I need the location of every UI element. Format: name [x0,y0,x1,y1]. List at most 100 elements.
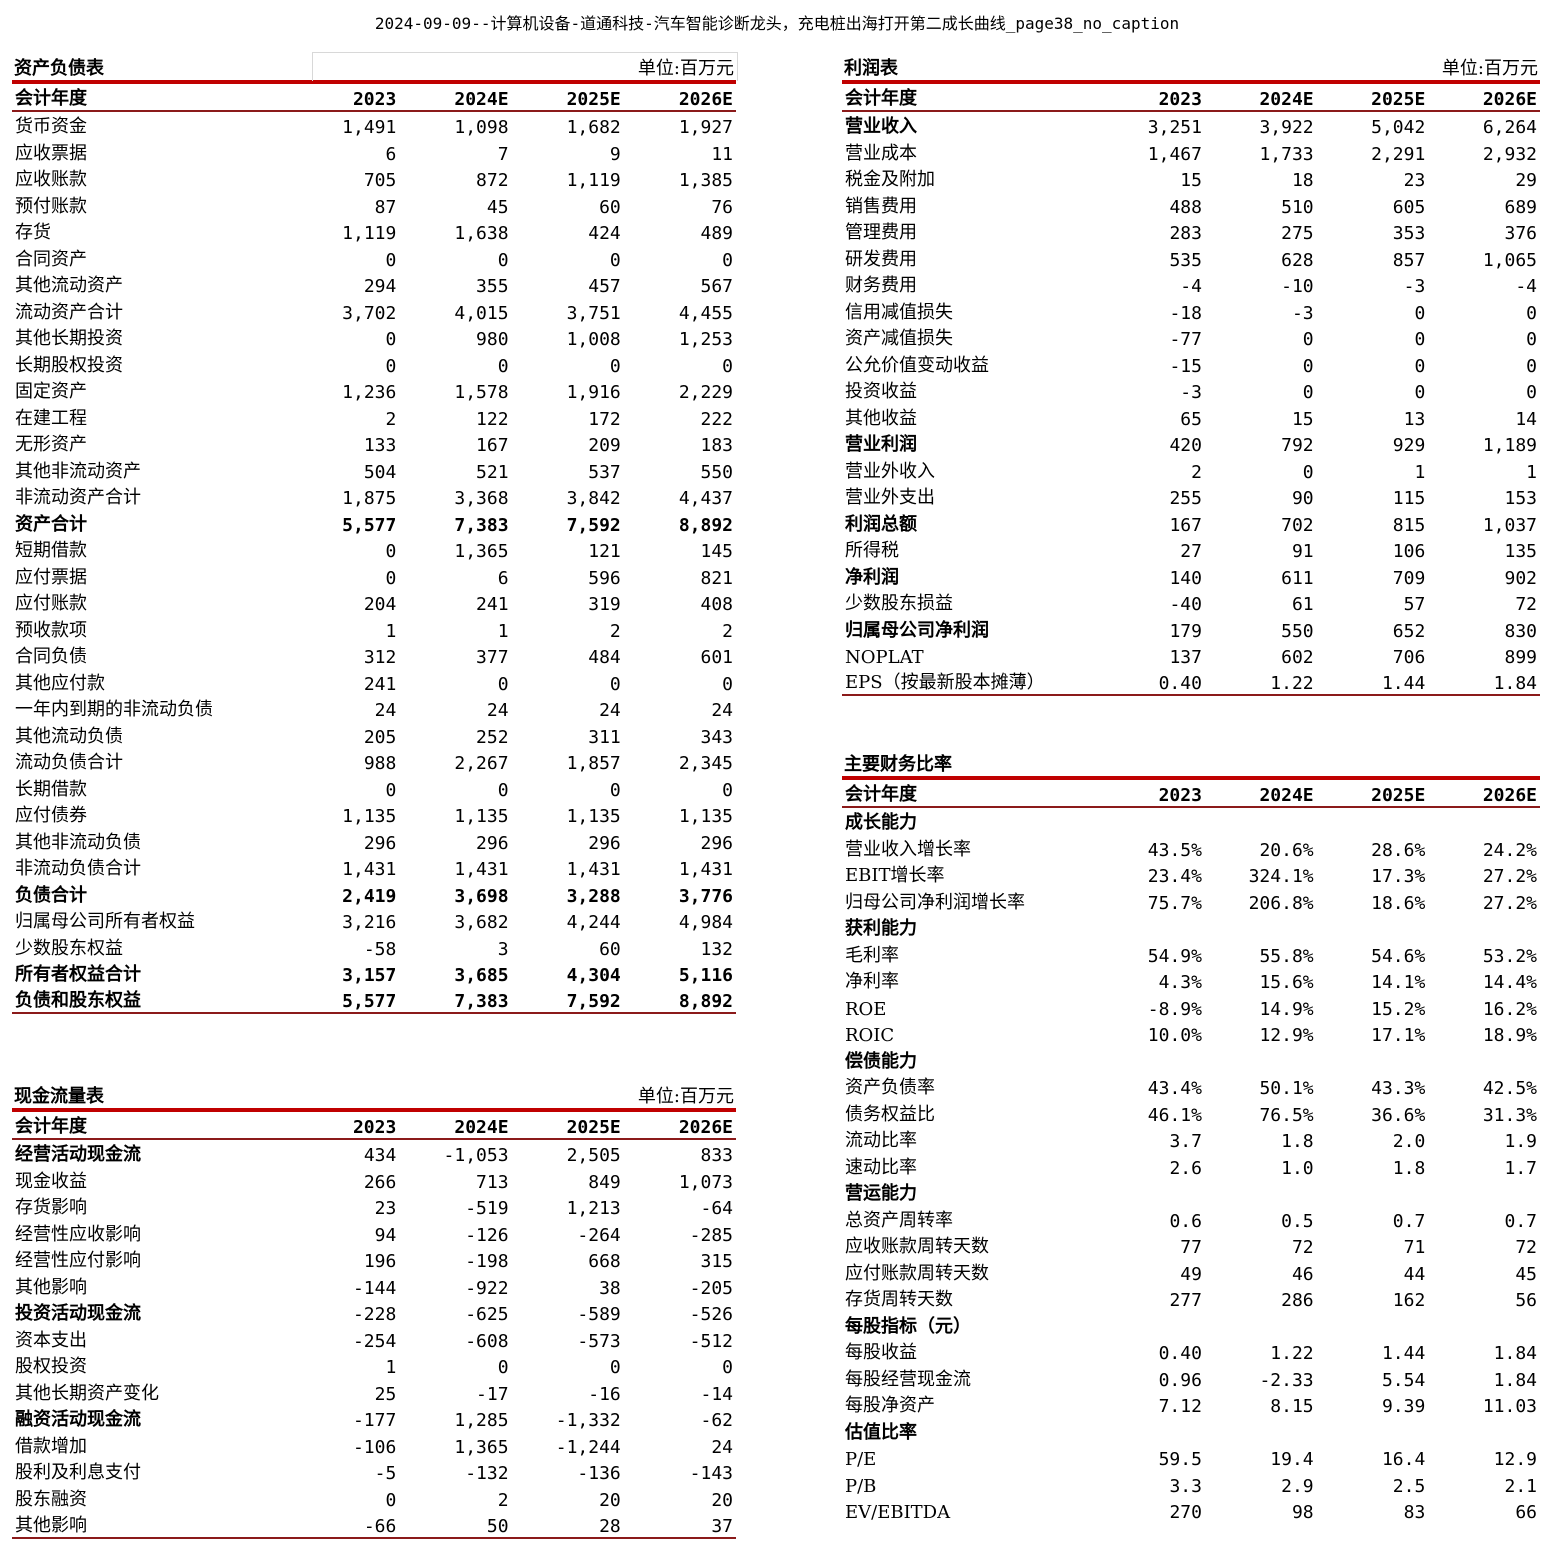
value-cell: 1,135 [678,806,733,827]
value-cell: 489 [700,223,733,244]
value-cell: 53.2% [1482,945,1537,967]
table-row: 信用减值损失 -18 -3 0 0 [842,297,1540,324]
balance-sheet-unit: 单位:百万元 [637,58,734,79]
table-row: 营业成本 1,467 1,733 2,291 2,932 [842,138,1540,165]
value-cell: 42.5% [1482,1078,1537,1099]
value-cell: 9 [609,143,621,165]
value-cell: 17.1% [1371,1025,1426,1046]
table-row: 偿债能力 [842,1046,1540,1073]
value-cell: 2,229 [678,382,733,403]
value-cell: 1,431 [566,859,621,880]
row-label: 应收票据 [15,142,87,164]
value-cell: 0 [385,541,397,562]
row-label: 经营性应收影响 [15,1223,141,1245]
table-row: 应付账款 204 241 319 408 [12,589,736,615]
value-cell [1428,807,1540,834]
value-cell: 668 [588,1251,621,1272]
value-cell: 713 [476,1171,509,1193]
value-cell: 3,216 [342,912,397,933]
value-cell: 0 [722,355,733,377]
value-cell: 140 [1169,567,1202,589]
value-cell: 0.6 [1169,1210,1202,1232]
value-cell [1428,1179,1540,1206]
row-label: 长期借款 [15,778,87,800]
value-cell: 43.5% [1147,839,1202,861]
value-cell: 0 [385,329,397,350]
cashflow-table: 会计年度 2023 2024E 2025E 2026E 经营活动现金流 434 -1,053 2… [12,1112,736,1539]
header-year-cell: 2024E [1204,84,1317,112]
income-header: 利润表 单位:百万元 [842,56,1540,84]
value-cell: -4 [1180,276,1202,297]
row-label: 其他非流动负债 [15,831,141,853]
value-cell: 1,431 [454,859,509,880]
value-cell: 17.3% [1371,866,1426,887]
table-row: 非流动资产合计 1,875 3,368 3,842 4,437 [12,483,736,509]
value-cell: 4.3% [1158,972,1202,993]
value-cell: 1 [385,1357,397,1378]
value-cell: -16 [588,1383,621,1405]
row-label: 经营活动现金流 [15,1144,141,1165]
value-cell: 1 [385,620,397,642]
value-cell: 0 [722,1357,733,1378]
value-cell: 45 [486,196,509,218]
ratios-header: 主要财务比率 [842,752,1540,780]
value-cell: -106 [352,1436,397,1458]
value-cell: 1.8 [1392,1157,1426,1179]
table-row: 每股收益 0.40 1.22 1.44 1.84 [842,1338,1540,1364]
row-label: 流动比率 [845,1130,917,1151]
value-cell: 1,467 [1147,143,1202,165]
value-cell: -228 [352,1304,397,1325]
table-row: 归母公司净利润增长率 75.7% 206.8% 18.6% 27.2% [842,887,1540,914]
value-cell: 4,304 [566,965,621,986]
value-cell: 0 [1526,302,1537,324]
value-cell: 3,922 [1259,117,1314,138]
value-cell: 66 [1515,1502,1537,1523]
table-row: 在建工程 2 122 172 222 [12,403,736,430]
value-cell: -62 [700,1410,733,1431]
value-cell: 37 [623,1510,736,1539]
value-cell [1093,914,1205,941]
value-cell: 3,702 [342,302,397,324]
value-cell: 16.2% [1482,998,1537,1020]
value-cell: 206.8% [1248,892,1314,914]
value-cell: 87 [374,196,397,218]
header-year-cell: 2023 [287,84,400,112]
value-cell: 24 [711,700,733,721]
value-cell: 929 [1392,435,1426,456]
table-row: 税金及附加 15 18 23 29 [842,165,1540,191]
value-cell: 319 [588,594,621,615]
header-row: 会计年度 2023 2024E 2025E 2026E [842,84,1540,112]
value-cell: 3,157 [342,965,397,986]
value-cell [1428,1311,1540,1338]
ratios-title: 主要财务比率 [844,754,952,775]
value-cell: 0 [385,779,397,801]
value-cell [1428,1046,1540,1073]
value-cell: 57 [1403,594,1426,615]
table-row: 获利能力 [842,914,1540,941]
row-label: 投资活动现金流 [15,1303,141,1324]
header-label-cell: 会计年度 [12,84,288,112]
header-year-cell: 2026E [1428,84,1540,112]
value-cell: 5,577 [287,986,400,1014]
value-cell: 1,135 [342,806,397,827]
value-cell: 1.9 [1504,1131,1537,1152]
table-row: 财务费用 -4 -10 -3 -4 [842,271,1540,297]
row-label: P/B [845,1475,877,1497]
table-row: 负债合计 2,419 3,698 3,288 3,776 [12,880,736,907]
value-cell: 14.1% [1371,972,1426,993]
value-cell: 8,892 [678,514,733,536]
value-cell: 3,682 [454,912,509,933]
value-cell: 18.9% [1482,1025,1537,1046]
value-cell: 1,733 [1259,143,1314,165]
table-row: 其他非流动负债 296 296 296 296 [12,827,736,854]
value-cell: 25 [374,1383,397,1405]
value-cell: 296 [476,832,509,854]
value-cell: -519 [465,1198,509,1219]
value-cell [1205,914,1317,941]
value-cell: -136 [577,1463,621,1484]
value-cell: 23 [374,1198,397,1219]
table-row: 资本支出 -254 -608 -573 -512 [12,1325,736,1352]
value-cell: 196 [363,1251,397,1272]
table-row: 估值比率 [842,1417,1540,1444]
income-table: 会计年度 2023 2024E 2025E 2026E 营业收入 3,251 3,922 5,0… [842,84,1540,696]
